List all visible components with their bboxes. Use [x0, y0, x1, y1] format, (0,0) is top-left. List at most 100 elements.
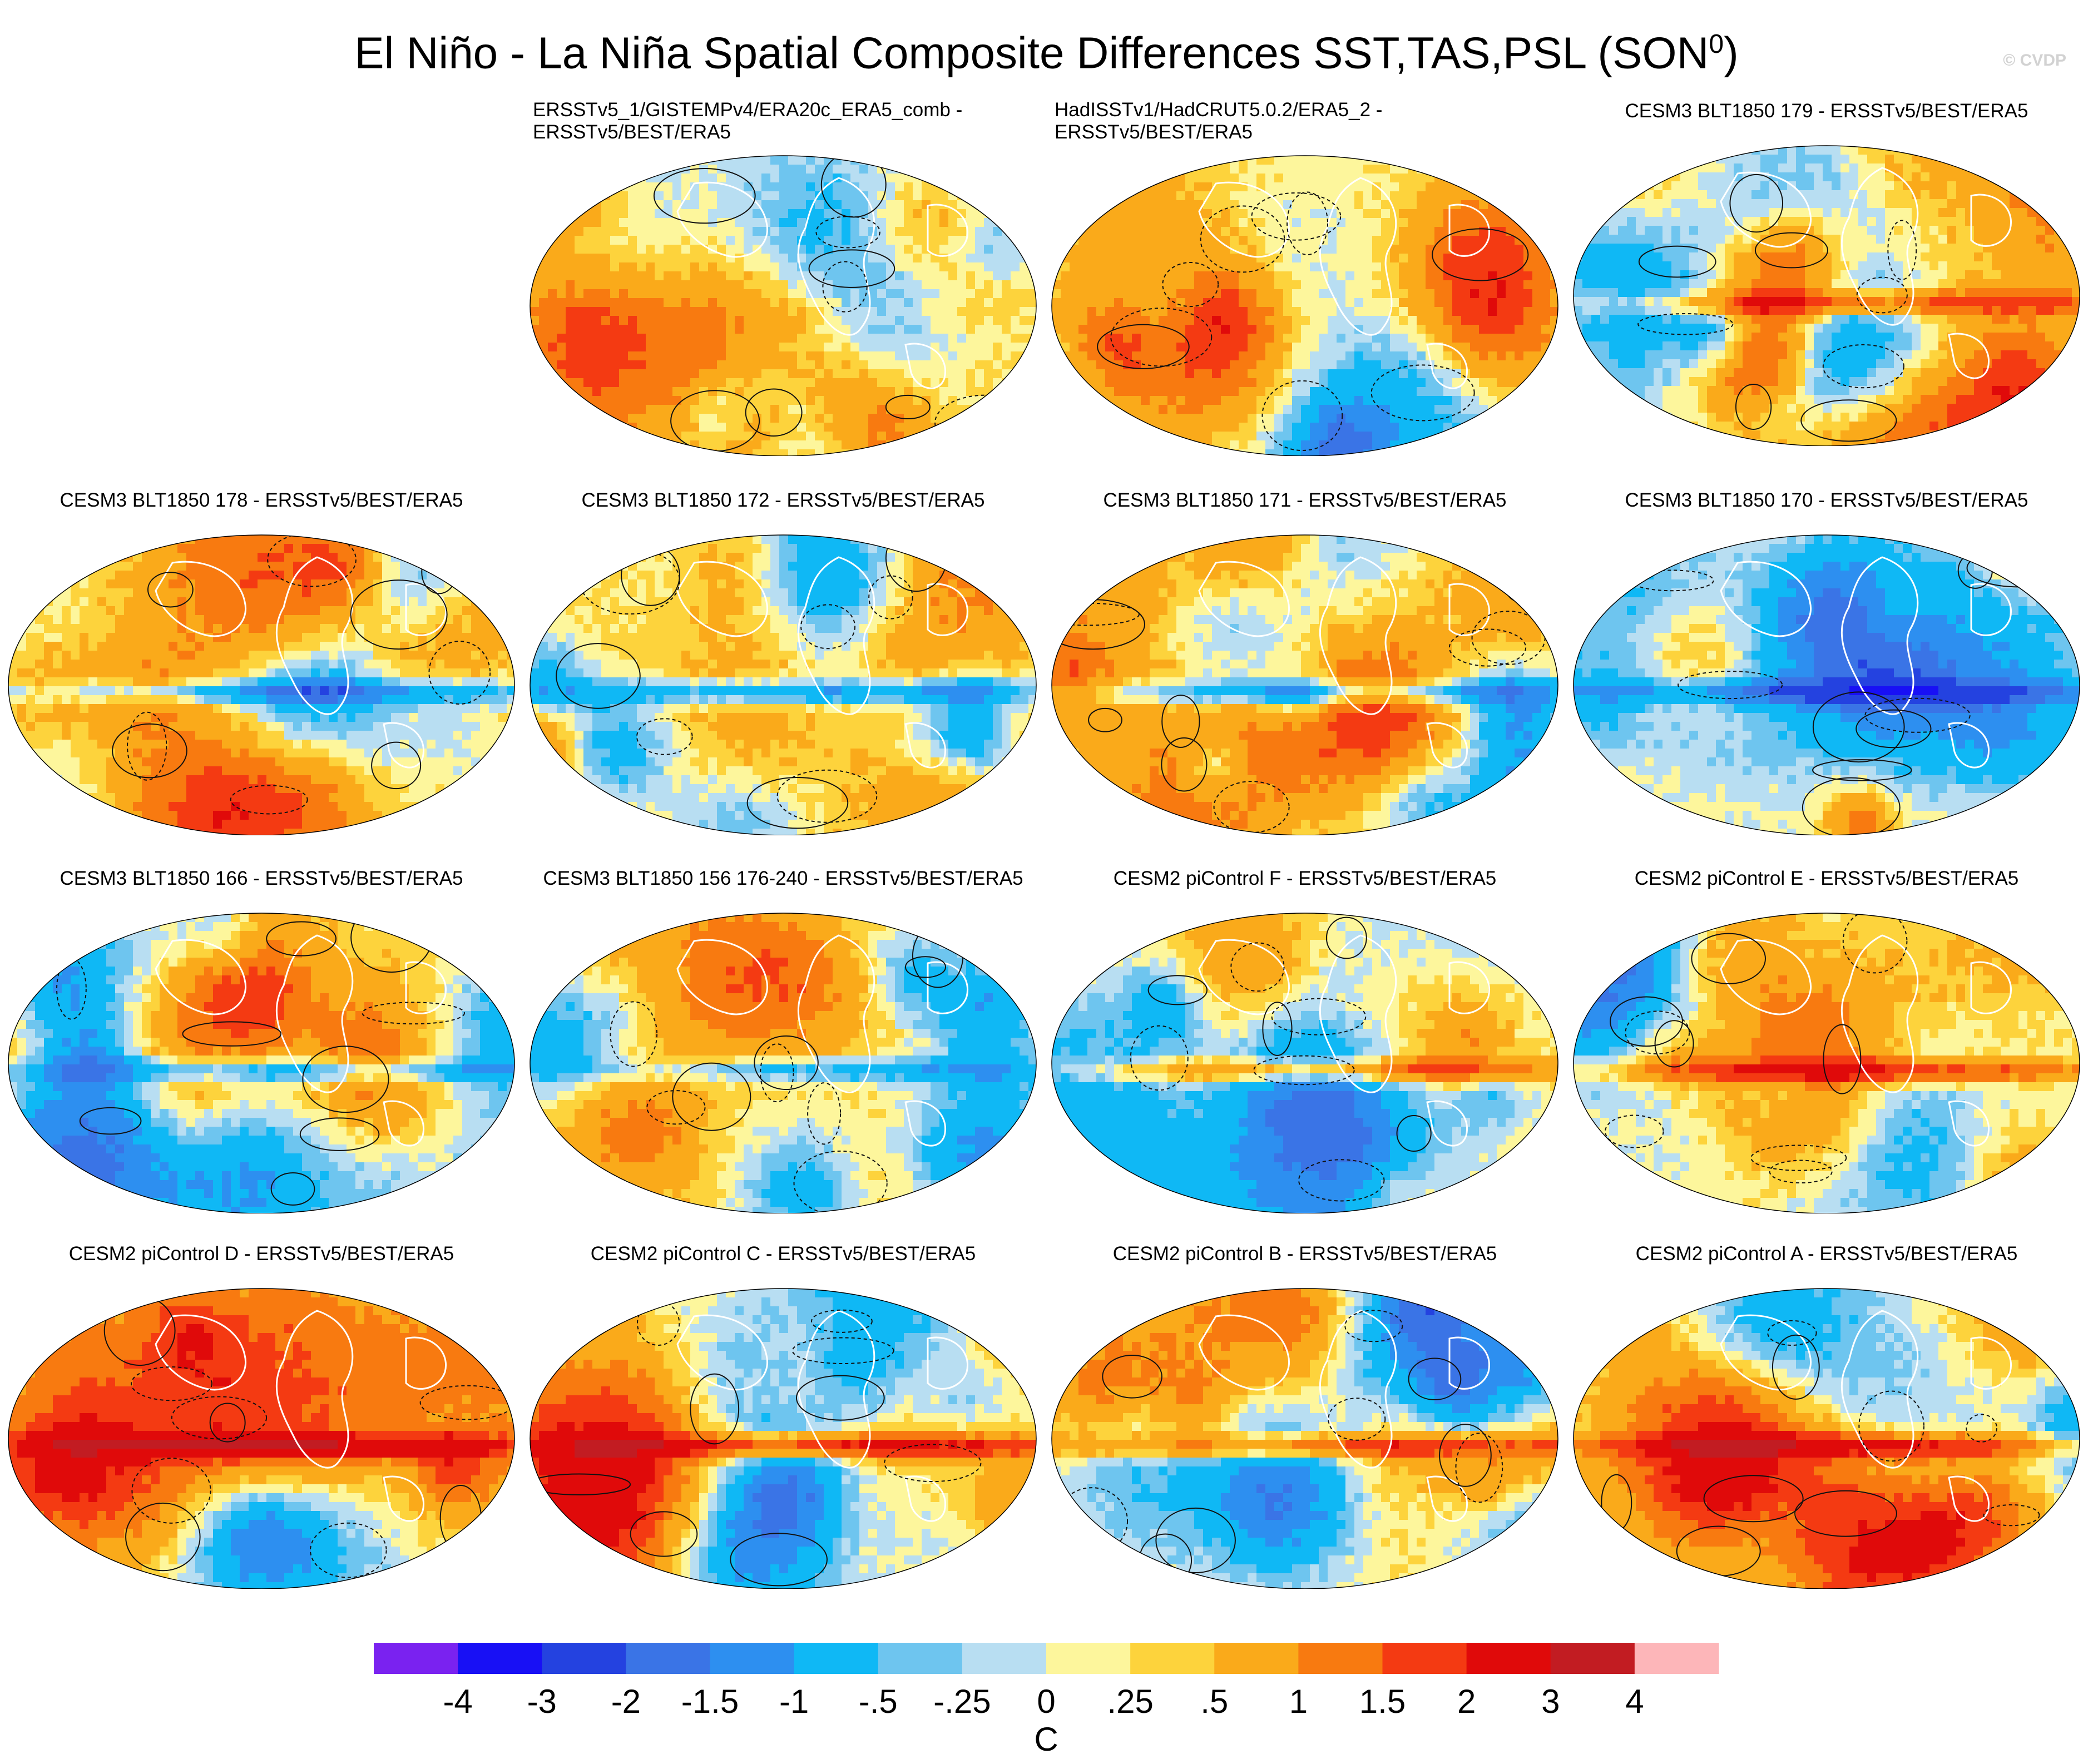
psl-contour [1262, 1002, 1293, 1056]
colorbar-swatch [1298, 1643, 1383, 1674]
panel-title-line: CESM2 piControl A - ERSSTv5/BEST/ERA5 [1571, 1243, 2082, 1265]
psl-contour [1856, 276, 1908, 314]
psl-contour [730, 1533, 828, 1587]
map-outline [1051, 534, 1558, 835]
psl-contour [1800, 399, 1897, 442]
psl-contour [800, 604, 856, 650]
panel-title: CESM2 piControl C - ERSSTv5/BEST/ERA5 [527, 1243, 1039, 1265]
map-panel-p14: CESM2 piControl B - ERSSTv5/BEST/ERA5 [1049, 1243, 1561, 1627]
map-panel-p1: ERSSTv5_1/GISTEMPv4/ERA20c_ERA5_comb - ER… [527, 99, 1039, 483]
map-outline [1051, 1288, 1558, 1589]
colorbar-swatch [542, 1643, 626, 1674]
panel-title: CESM3 BLT1850 156 176-240 - ERSSTv5/BEST… [527, 868, 1039, 890]
psl-contour [1703, 1475, 1804, 1523]
panel-title-line: HadISSTv1/HadCRUT5.0.2/ERA5_2 - [1055, 99, 1382, 121]
psl-contour [230, 785, 308, 815]
psl-contour [630, 1511, 698, 1557]
psl-contour [1088, 707, 1122, 732]
map-panel-p6: CESM3 BLT1850 171 - ERSSTv5/BEST/ERA5 [1049, 489, 1561, 873]
panel-title: CESM2 piControl A - ERSSTv5/BEST/ERA5 [1571, 1243, 2082, 1265]
psl-contour [1794, 1490, 1897, 1537]
psl-contour [1625, 1010, 1690, 1055]
psl-contour [1735, 383, 1772, 430]
psl-contour [1261, 380, 1343, 451]
robinson-map [1573, 145, 2080, 446]
panel-title: CESM2 piControl B - ERSSTv5/BEST/ERA5 [1049, 1243, 1561, 1265]
psl-contour [1769, 1160, 1833, 1184]
map-outline [1573, 534, 2080, 835]
colorbar-tick-label: .25 [1107, 1683, 1153, 1720]
psl-contour [884, 1444, 982, 1483]
psl-contour [1654, 1020, 1694, 1068]
psl-contour [1822, 344, 1904, 389]
psl-contour [905, 956, 947, 978]
map-panel-p7: CESM3 BLT1850 170 - ERSSTv5/BEST/ERA5 [1571, 489, 2082, 873]
map-panel-p5: CESM3 BLT1850 172 - ERSSTv5/BEST/ERA5 [527, 489, 1039, 873]
panel-title-line: ERSSTv5_1/GISTEMPv4/ERA20c_ERA5_comb - [533, 99, 962, 121]
psl-contour [171, 1396, 268, 1440]
psl-contour [1200, 205, 1285, 273]
psl-contour [672, 1062, 751, 1131]
colorbar-tick-label: -4 [443, 1683, 472, 1720]
panel-title-line: CESM3 BLT1850 171 - ERSSTv5/BEST/ERA5 [1049, 489, 1561, 512]
psl-contour [746, 776, 849, 829]
psl-contour [1432, 228, 1529, 281]
psl-contour [1370, 364, 1475, 422]
psl-contour [1328, 1398, 1386, 1441]
psl-contour [754, 1035, 819, 1091]
panel-title: CESM2 piControl E - ERSSTv5/BEST/ERA5 [1571, 868, 2082, 890]
continent-outline [676, 177, 968, 389]
psl-contour [815, 216, 880, 249]
panel-title: CESM3 BLT1850 166 - ERSSTv5/BEST/ERA5 [6, 868, 517, 890]
robinson-map [1051, 913, 1558, 1213]
colorbar-swatch [626, 1643, 710, 1674]
colorbar-tick-label: -2 [611, 1683, 641, 1720]
psl-contour [1130, 1025, 1189, 1091]
psl-contour [1750, 1144, 1847, 1171]
continent-outline [1720, 167, 2012, 379]
colorbar-tick-label: 4 [1625, 1683, 1644, 1720]
colorbar-tick-label: 0 [1037, 1683, 1055, 1720]
psl-contour [1251, 192, 1342, 241]
map-outline [530, 913, 1037, 1213]
psl-contour [1287, 191, 1329, 256]
psl-contour [1230, 942, 1285, 992]
panel-title-line: CESM3 BLT1850 179 - ERSSTv5/BEST/ERA5 [1571, 100, 2082, 122]
psl-contour [130, 1366, 213, 1401]
continent-outline [676, 934, 968, 1147]
panel-title-line: CESM3 BLT1850 172 - ERSSTv5/BEST/ERA5 [527, 489, 1039, 512]
psl-contour [299, 1117, 380, 1151]
psl-contour [371, 741, 422, 790]
panel-title: CESM3 BLT1850 172 - ERSSTv5/BEST/ERA5 [527, 489, 1039, 512]
psl-contour [610, 1001, 658, 1067]
colorbar-tick-label: -3 [527, 1683, 557, 1720]
panel-title-line: CESM3 BLT1850 156 176-240 - ERSSTv5/BEST… [527, 868, 1039, 890]
continent-outline [676, 1310, 968, 1522]
map-outline [1051, 913, 1558, 1213]
psl-contour [868, 575, 913, 620]
map-panel-p13: CESM2 piControl C - ERSSTv5/BEST/ERA5 [527, 1243, 1039, 1627]
continent-outline [155, 556, 447, 769]
psl-contour [636, 718, 693, 755]
map-panel-p3: CESM3 BLT1850 179 - ERSSTv5/BEST/ERA5 [1571, 100, 2082, 484]
psl-contour [807, 1082, 842, 1145]
panel-title: CESM3 BLT1850 171 - ERSSTv5/BEST/ERA5 [1049, 489, 1561, 512]
psl-contour [209, 1403, 246, 1443]
psl-contour [690, 1373, 740, 1445]
robinson-map [1051, 534, 1558, 835]
psl-contour [1161, 737, 1208, 792]
panel-title: CESM3 BLT1850 170 - ERSSTv5/BEST/ERA5 [1571, 489, 2082, 512]
psl-contour [1754, 232, 1828, 269]
psl-contour [1812, 691, 1905, 763]
psl-contour [885, 394, 931, 420]
psl-contour [760, 1043, 794, 1103]
colorbar-tick-label: 3 [1541, 1683, 1560, 1720]
psl-contour [1802, 777, 1901, 835]
continent-outline [1720, 1310, 2012, 1522]
panel-title: ERSSTv5_1/GISTEMPv4/ERA20c_ERA5_comb - ER… [533, 99, 962, 143]
psl-contour [1455, 1433, 1503, 1503]
panel-title: CESM2 piControl D - ERSSTv5/BEST/ERA5 [6, 1243, 517, 1265]
psl-contour [362, 1002, 466, 1025]
map-panel-p11: CESM2 piControl E - ERSSTv5/BEST/ERA5 [1571, 868, 2082, 1251]
psl-contour [267, 535, 357, 587]
